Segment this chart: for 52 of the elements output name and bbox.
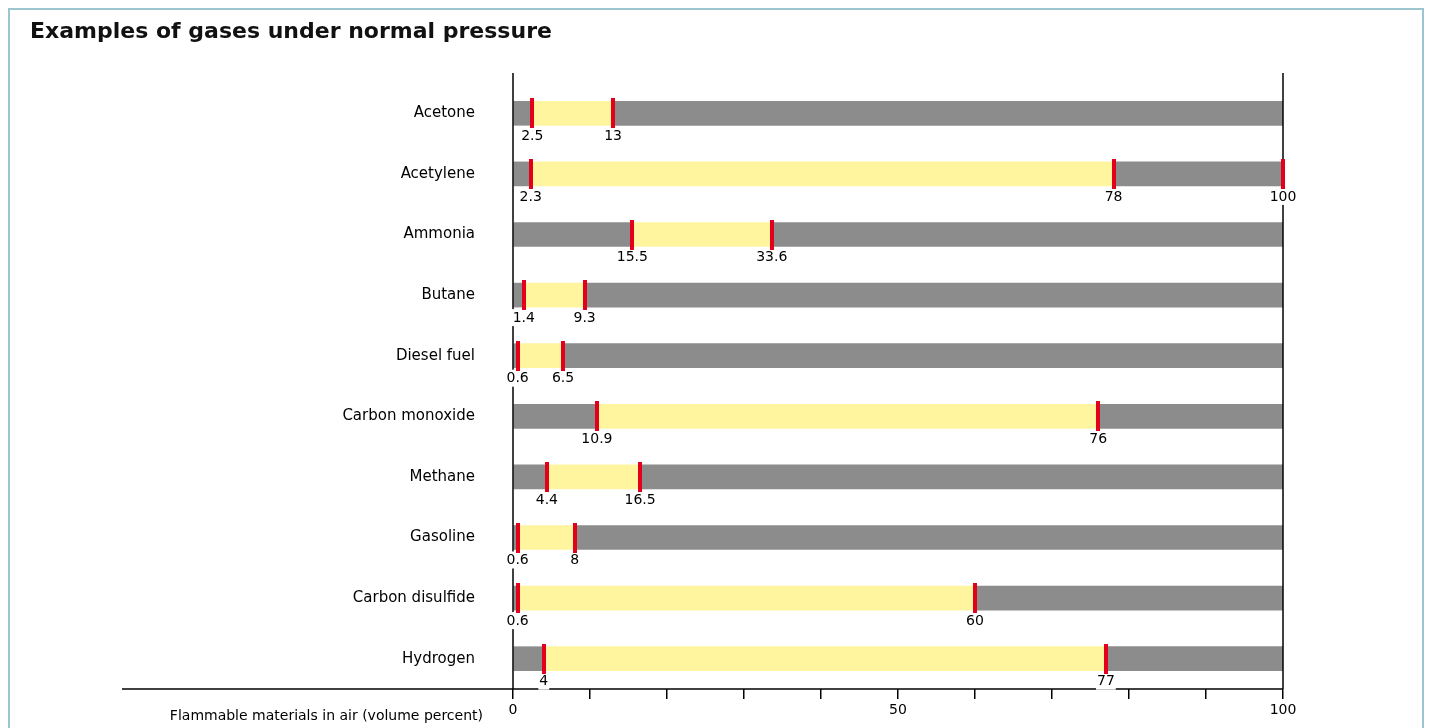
bar [530, 161, 1114, 187]
y-tick-label: Acetone [413, 103, 475, 122]
bar [974, 585, 1283, 611]
annotation: 16.5 [624, 490, 656, 507]
annotation: 8 [570, 551, 580, 568]
y-tick-label: Carbon disulfide [352, 587, 475, 606]
annotation: 0.6 [506, 611, 529, 628]
bar [513, 403, 598, 429]
x-tick-label: 50 [889, 701, 907, 718]
annotation: 4.4 [535, 490, 559, 507]
bar [513, 646, 545, 672]
x-axis-title: Flammable materials in air (volume percent) [169, 706, 483, 723]
annotation: 0.6 [506, 369, 529, 386]
y-tick-label: Ammonia [403, 224, 475, 243]
annotation: 9.3 [573, 308, 596, 325]
text: Examples of gases under normal pressure [30, 18, 552, 43]
x-tick-label: 0 [508, 701, 518, 718]
annotation: 100 [1269, 187, 1297, 204]
annotation: 15.5 [616, 248, 648, 265]
bar [562, 343, 1283, 369]
annotation: 4 [539, 672, 549, 689]
annotation: 0.6 [506, 551, 529, 568]
bar [523, 282, 585, 308]
y-tick-label: Gasoline [410, 527, 475, 546]
annotation: 33.6 [756, 248, 788, 265]
y-tick-label: Butane [421, 284, 475, 303]
bar [584, 282, 1283, 308]
annotation: 10.9 [581, 429, 613, 446]
bar [1105, 646, 1283, 672]
annotation: 77 [1096, 672, 1115, 689]
bar [1097, 403, 1283, 429]
bar [531, 100, 614, 126]
bar [543, 646, 1107, 672]
y-tick-label: Carbon monoxide [342, 406, 475, 425]
annotation: 2.5 [521, 126, 544, 143]
bar [639, 464, 1283, 490]
bar [612, 100, 1283, 126]
x-tick-label: 100 [1269, 701, 1297, 718]
annotation: 76 [1089, 429, 1108, 446]
annotation: 1.4 [512, 308, 535, 325]
y-tick-label: Acetylene [400, 163, 475, 182]
y-tick-label: Methane [409, 466, 475, 485]
bar [546, 464, 641, 490]
y-tick-label: Diesel fuel [395, 345, 475, 364]
annotation: 78 [1104, 187, 1123, 204]
y-tick-label: Hydrogen [402, 648, 475, 667]
annotation: 13 [604, 126, 623, 143]
annotation: 60 [966, 611, 984, 628]
bar [1113, 161, 1283, 187]
annotation: 2.3 [519, 187, 542, 204]
bar [596, 403, 1099, 429]
annotation: 6.5 [551, 369, 575, 386]
